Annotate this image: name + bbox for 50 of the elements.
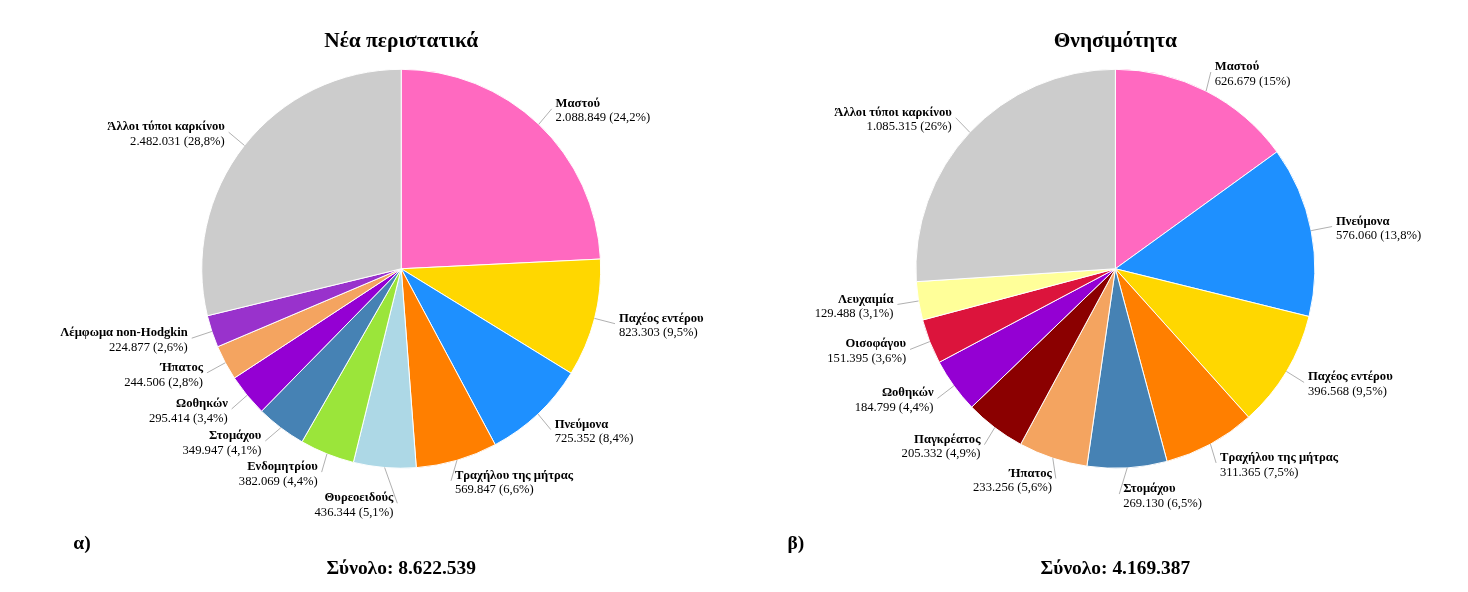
chart-title: Θνησιμότητα [1053,27,1178,52]
data-label: 151.395 (3,6%) [827,351,907,366]
slice-label: Μαστού [1214,59,1260,74]
data-label: 382.069 (4,4%) [238,473,318,488]
text: Σύνολο: 4.169.387 [1040,557,1191,579]
data-label: 295.414 (3,4%) [148,410,228,425]
data-label: 436.344 (5,1%) [314,504,394,519]
slice-label: Ήπατος [159,359,204,374]
data-label: 569.847 (6,6%) [454,482,534,497]
slice-label: Μαστού [555,95,601,110]
data-label: 269.130 (6,5%) [1123,495,1203,510]
slice-label: Λευχαιμία [838,291,894,306]
slice-label: Ωοθηκών [881,385,934,400]
data-label: 184.799 (4,4%) [854,400,934,415]
data-label: 823.303 (9,5%) [618,325,698,340]
slice-label: Τραχήλου της μήτρας [1219,449,1339,464]
slice-label: Ωοθηκών [176,395,229,410]
slice-label: Ήπατος [1008,465,1053,480]
data-label: 311.365 (7,5%) [1219,464,1299,479]
data-label: 725.352 (8,4%) [554,431,634,446]
slice-label: Στομάχου [1123,481,1176,496]
text: β) [787,531,805,554]
slice-label: Παχέος εντέρου [618,310,705,325]
data-label: 396.568 (9,5%) [1307,384,1387,399]
data-label: 233.256 (5,6%) [973,480,1052,495]
slice-label: Τραχήλου της μήτρας [454,467,574,482]
data-label: 129.488 (3,1%) [814,306,894,321]
slice-label: Άλλοι τύποι καρκίνου [834,104,953,119]
slice-label: Οισοφάγου [845,336,907,351]
slice-label: Παγκρέατος [914,431,982,446]
slice-label: Παχέος εντέρου [1307,369,1394,384]
data-label: 2.088.849 (24,2%) [555,110,651,125]
data-label: 2.482.031 (28,8%) [130,133,225,148]
data-label: 576.060 (13,8%) [1335,228,1422,243]
data-label: 224.877 (2,6%) [108,339,188,354]
slice-label: Πνεύμονα [1335,213,1390,228]
slice-label: Ενδομητρίου [247,459,319,474]
slice-label: Πνεύμονα [554,416,609,431]
data-label: 626.679 (15%) [1214,73,1291,88]
text: α) [73,531,91,554]
data-label: 349.947 (4,1%) [182,442,262,457]
slice-label: Θυρεοειδούς [324,490,395,505]
data-label: 205.332 (4,9%) [901,446,981,461]
chart-title: Νέα περιστατικά [324,27,479,52]
slice-label: Στομάχου [209,428,262,443]
slice-label: Λέμφωμα non-Hodgkin [60,325,188,340]
data-label: 1.085.315 (26%) [866,119,952,134]
data-label: 244.506 (2,8%) [124,374,204,389]
text: Σύνολο: 8.622.539 [326,557,477,579]
slice-label: Άλλοι τύποι καρκίνου [107,119,226,134]
